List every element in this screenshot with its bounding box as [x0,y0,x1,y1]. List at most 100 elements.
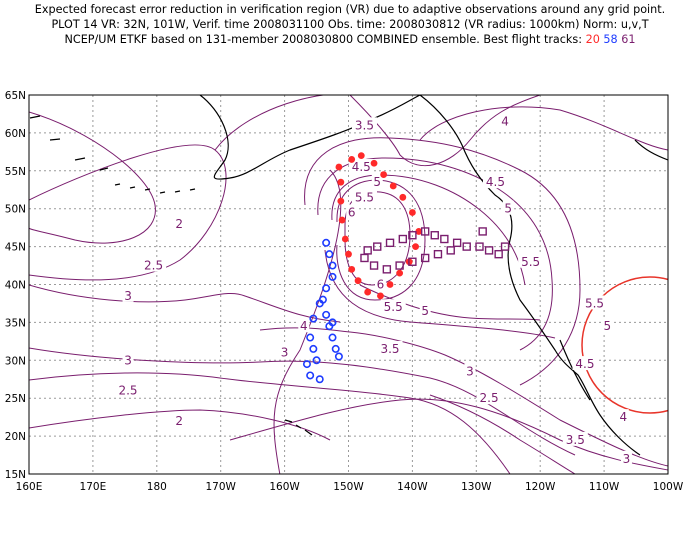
track-58-point [306,333,315,342]
contour-label: 4.5 [486,175,505,189]
map-frame [28,94,669,475]
track-61-point [500,242,510,251]
contour-label: 5 [504,202,512,216]
lat-tick-label: 65N [5,90,26,102]
contour-5-south-inner [324,249,556,339]
contour-label-bg [617,409,629,424]
contour-label: 5.5 [521,255,540,269]
contour-label-bg [115,382,141,397]
track-20-point [399,193,407,201]
contour-label-bg [601,318,613,333]
contour-label: 3 [124,353,132,367]
contour-label: 5 [603,319,611,333]
track-20-point [396,269,404,277]
track-58-point [331,344,340,353]
contour-label: 3.5 [566,433,585,447]
map-subtitle: PLOT 14 VR: 32N, 101W, Verif. time 20080… [51,18,649,31]
track-20-point [354,277,362,285]
track-20-point [348,156,356,163]
contour-label-bg [582,295,608,310]
track-58-point [334,352,343,361]
contour-label: 2.5 [144,259,163,273]
lat-tick-label: 60N [5,128,26,140]
contour-label-bg [279,344,291,359]
track-58-point [322,284,331,293]
baja-peninsula [559,339,591,401]
track-61-point [494,249,503,259]
contour-label: 5.5 [384,300,403,314]
contour-label: 3 [466,365,474,379]
contour-5-5-inner [336,179,426,301]
lat-tick-label: 55N [5,166,26,178]
track-58-point [306,371,315,380]
contour-label-bg [499,113,511,128]
track-61-point [433,249,443,259]
vr-circle [581,276,668,414]
contour-2-5-east [429,394,576,474]
track-61-point [385,238,395,248]
contour-3-5 [349,95,541,167]
contour-label-bg [464,363,476,378]
lon-tick-label: 150W [333,481,364,493]
lon-tick-label: 140W [397,481,428,493]
track-61-point [360,253,369,263]
contour-label: 5 [421,304,429,318]
track-61-point [484,246,494,255]
contour-2-west [29,111,156,244]
contour-3-south [29,347,576,456]
contour-3-west [29,284,341,323]
contour-label: 2 [175,217,183,231]
track-20-point [386,281,394,288]
track-58-point [325,250,334,259]
track-61-point [363,246,372,255]
contour-label-bg [141,257,167,272]
contour-label-bg [122,287,134,302]
track-20-point [415,228,423,235]
lat-tick-label: 30N [5,355,26,367]
track-61-point [408,257,417,266]
track-61-point [446,246,455,255]
contour-label-bg [562,431,588,446]
contour-label: 5.5 [355,190,374,204]
contour-label-bg [518,253,544,268]
track-61-point [440,234,449,244]
lat-tick-label: 15N [5,469,26,481]
track-61-point [369,261,379,270]
track-20-point [345,250,352,258]
lon-tick-label: 110W [589,481,620,493]
lon-tick-label: 170W [205,481,236,493]
contour-3-5-south [229,398,668,471]
contour-label: 5 [373,175,381,189]
track-20-point [370,159,378,167]
contour-label-bg [351,117,377,132]
contour-label-bg [476,390,502,405]
contour-4-outer [259,169,668,474]
track-20-point [341,235,349,243]
track-61-point [408,231,417,240]
contour-label: 5.5 [585,296,604,310]
map-title: Expected forecast error reduction in ver… [34,3,666,16]
track-61-point [420,227,430,236]
track-20-point [364,288,372,296]
greenland-coast [634,139,668,161]
track-61-label: 61 [621,33,636,46]
contour-label-bg [620,450,632,465]
lat-tick-label: 45N [5,242,26,254]
lat-tick-label: 25N [5,393,26,405]
flight-tracks [302,152,510,384]
track-20-point [412,243,419,251]
lon-tick-label: 130W [461,481,492,493]
lon-tick-label: 180 [147,481,167,493]
contour-label-bg [298,318,310,333]
contour-label: 2 [175,414,183,428]
track-61-point [475,242,484,251]
axis-labels: 160E 170E 180 170W 160W 150W 140W 130W 120W 110W 1… [5,90,684,493]
track-58-point [309,314,318,323]
contour-label-bg [348,159,374,174]
track-58-point [328,272,337,281]
contour-label: 3.5 [380,342,399,356]
contour-label: 3.5 [355,118,374,132]
map-source-line: NCEP/UM ETKF based on 131-member 2008030… [0,33,700,47]
track-61-point [373,242,382,251]
